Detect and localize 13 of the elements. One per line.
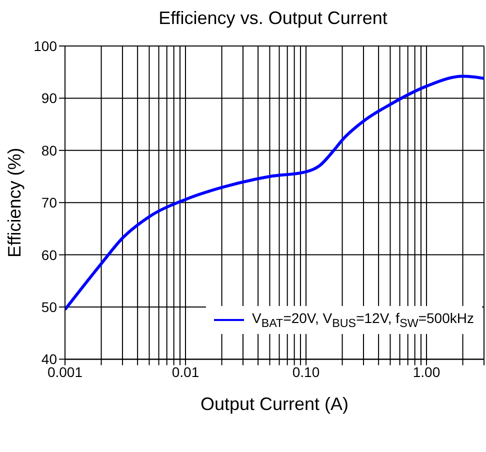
chart-title: Efficiency vs. Output Current bbox=[158, 8, 388, 29]
y-tick-label: 50 bbox=[41, 298, 58, 315]
y-tick-label: 70 bbox=[41, 194, 58, 211]
y-tick-label: 80 bbox=[41, 142, 58, 158]
legend-label: V$_{BAT}$=20V, V$_{BUS}$=12V, f$_{SW}$=500kHz bbox=[252, 310, 474, 330]
y-tick-label: 60 bbox=[41, 246, 58, 263]
y-tick-label: 90 bbox=[41, 90, 58, 106]
x-tick-label: 1.00 bbox=[412, 364, 440, 380]
x-tick-label: 0.01 bbox=[172, 364, 200, 380]
x-axis-title: Output Current (A) bbox=[200, 394, 349, 414]
y-tick-label: 100 bbox=[34, 38, 58, 54]
x-tick-label: 0.10 bbox=[292, 364, 320, 380]
y-axis-title: Efficiency (%) bbox=[4, 148, 24, 258]
